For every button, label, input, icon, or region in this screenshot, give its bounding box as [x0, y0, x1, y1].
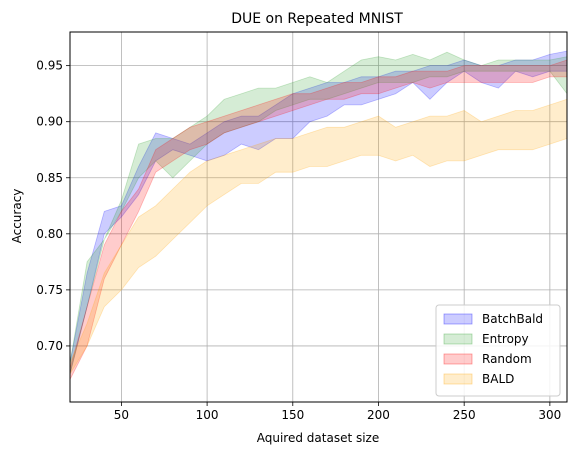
y-tick-label: 0.80	[36, 227, 63, 241]
x-tick-label: 150	[281, 408, 304, 422]
legend-swatch-bald	[443, 373, 473, 385]
x-tick-label: 300	[538, 408, 561, 422]
y-tick-label: 0.90	[36, 115, 63, 129]
legend-label-bald: BALD	[482, 372, 514, 386]
x-tick-label: 50	[114, 408, 129, 422]
y-tick-label: 0.70	[36, 339, 63, 353]
legend-label-batchbald: BatchBald	[482, 312, 543, 326]
y-tick-label: 0.95	[36, 59, 63, 73]
y-tick-label: 0.85	[36, 171, 63, 185]
legend-label-random: Random	[482, 352, 532, 366]
legend-swatch-batchbald	[443, 313, 473, 325]
legend-box	[435, 304, 561, 397]
legend-swatch-entropy	[443, 333, 473, 345]
series-bands	[69, 50, 568, 380]
legend: BatchBald Entropy Random BALD	[435, 304, 561, 397]
legend-swatch-random	[443, 353, 473, 365]
x-tick-label: 100	[196, 408, 219, 422]
y-tick-label: 0.75	[36, 283, 63, 297]
x-tick-label: 250	[453, 408, 476, 422]
x-tick-label: 200	[367, 408, 390, 422]
gridlines	[70, 32, 567, 402]
plot-frame	[69, 31, 568, 403]
y-axis-label: Accuracy	[10, 189, 24, 244]
x-axis-label: Aquired dataset size	[257, 431, 380, 445]
y-axis: 0.70 0.75 0.80 0.85 0.90 0.95	[36, 59, 70, 353]
chart-title: DUE on Repeated MNIST	[231, 11, 403, 27]
x-axis: 50 100 150 200 250 300	[114, 402, 561, 422]
legend-label-entropy: Entropy	[482, 332, 529, 346]
